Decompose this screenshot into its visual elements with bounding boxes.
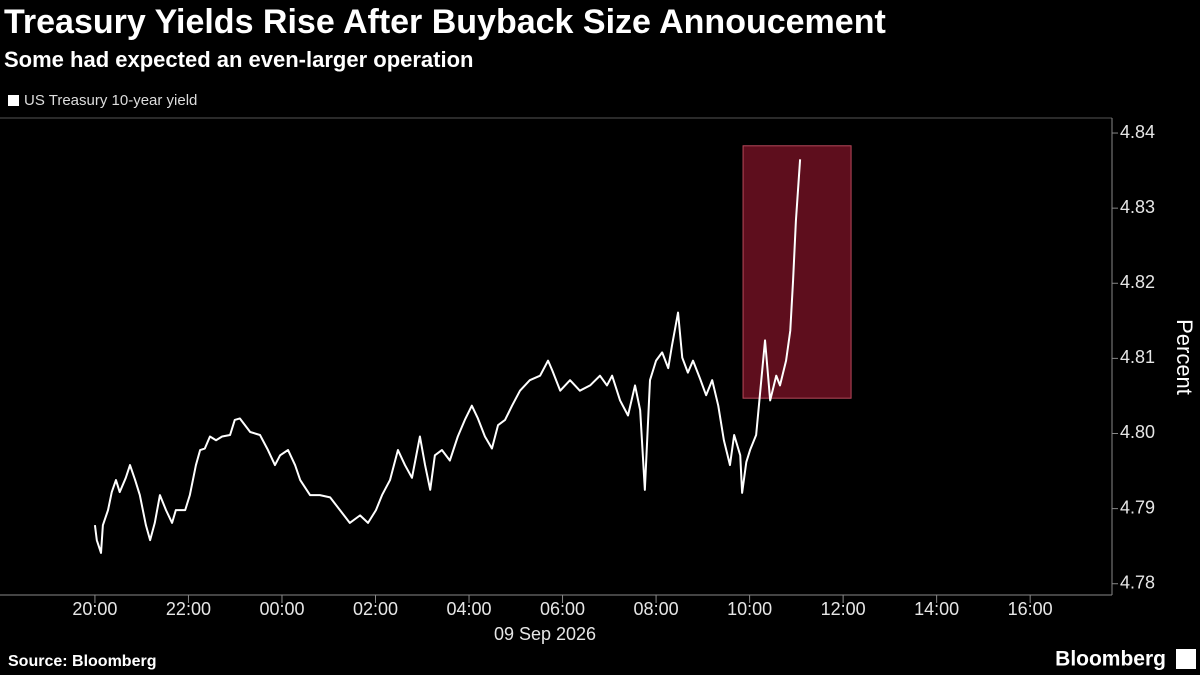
y-tick-label: 4.78 [1120, 572, 1155, 592]
y-tick-label: 4.83 [1120, 197, 1155, 217]
x-tick-label: 14:00 [914, 599, 959, 619]
legend-label: US Treasury 10-year yield [24, 92, 197, 109]
x-tick-label: 08:00 [634, 599, 679, 619]
y-tick-label: 4.79 [1120, 497, 1155, 517]
series-line [93, 159, 802, 554]
chart-subtitle: Some had expected an even-larger operati… [4, 47, 473, 72]
y-tick-label: 4.80 [1120, 422, 1155, 442]
y-tick-label: 4.81 [1120, 347, 1155, 367]
x-tick-label: 04:00 [446, 599, 491, 619]
x-tick-label: 22:00 [166, 599, 211, 619]
highlight-box [742, 145, 852, 399]
legend-swatch [8, 95, 19, 106]
x-tick-label: 20:00 [72, 599, 117, 619]
brand-icon [1176, 649, 1196, 669]
x-tick-label: 12:00 [821, 599, 866, 619]
source: Source: Bloomberg [8, 653, 156, 670]
y-axis-label: Percent [1172, 319, 1197, 395]
y-tick-label: 4.82 [1120, 272, 1155, 292]
x-tick-label: 00:00 [259, 599, 304, 619]
x-tick-label: 10:00 [727, 599, 772, 619]
x-tick-label: 16:00 [1008, 599, 1053, 619]
chart-title: Treasury Yields Rise After Buyback Size … [4, 3, 886, 41]
y-tick-label: 4.84 [1120, 122, 1155, 142]
plot-area: 4.78 4.79 4.80 4.81 4.82 4.83 4.84 20:00 22:00 00… [0, 117, 1155, 619]
x-tick-label: 02:00 [353, 599, 398, 619]
brand: Bloomberg [1055, 648, 1166, 671]
x-axis-label: 09 Sep 2026 [494, 624, 596, 644]
x-tick-label: 06:00 [540, 599, 585, 619]
